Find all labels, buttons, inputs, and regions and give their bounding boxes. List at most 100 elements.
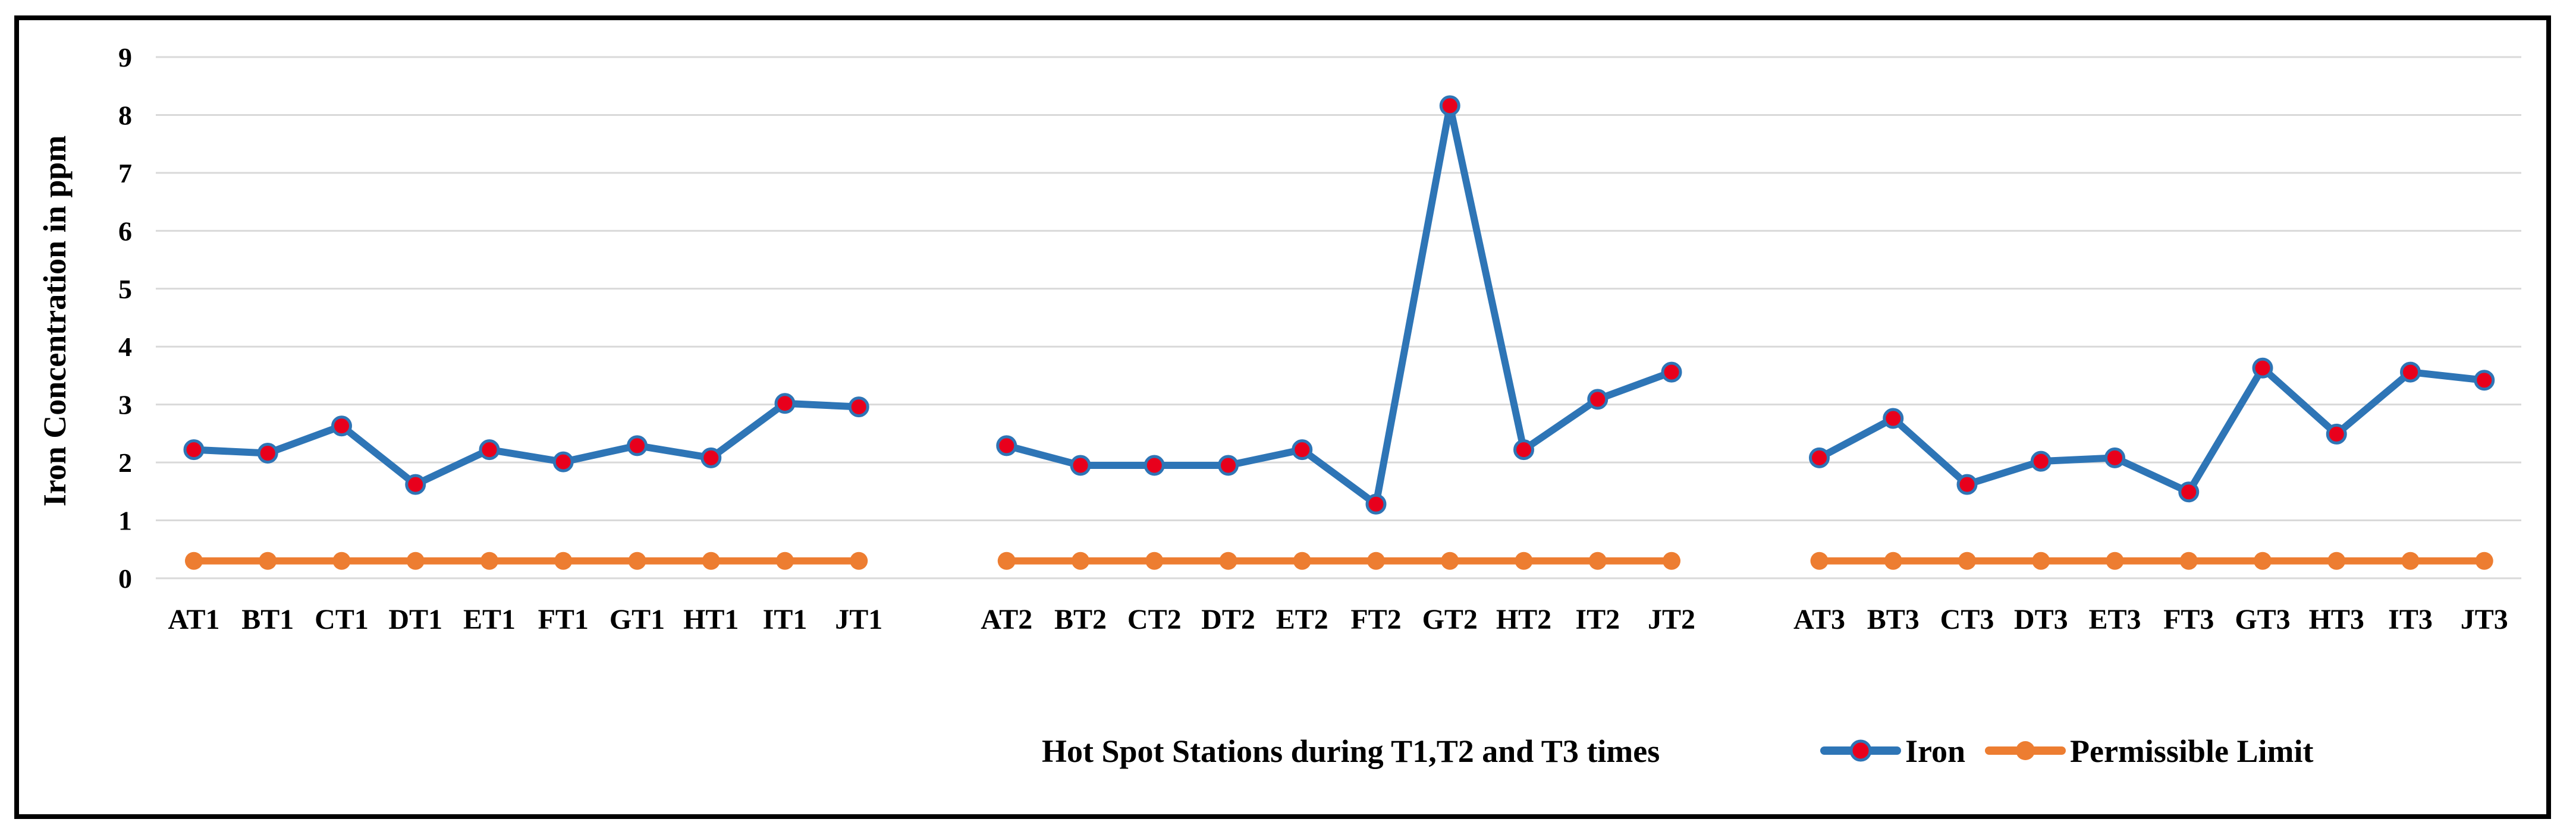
permissible-limit-point: [702, 552, 720, 570]
iron-point: [405, 474, 426, 495]
iron-series-line-group-1: [190, 399, 863, 489]
x-category-label: IT3: [2388, 604, 2433, 635]
x-category-label: AT3: [1793, 604, 1845, 635]
permissible-limit-point: [776, 552, 794, 570]
permissible-limit-point: [2179, 552, 2198, 570]
x-category-label: DT1: [388, 604, 442, 635]
permissible-limit-point: [480, 552, 498, 570]
permissible-limit-point: [1810, 552, 1829, 570]
x-category-label: AT1: [168, 604, 219, 635]
permissible-limit-point: [2254, 552, 2272, 570]
iron-point: [2030, 450, 2052, 472]
permissible-limit-point: [2327, 552, 2346, 570]
y-tick-label: 2: [118, 448, 132, 478]
iron-point: [257, 443, 278, 464]
x-category-label: IT1: [763, 604, 808, 635]
iron-point: [1661, 361, 1682, 383]
iron-point: [1292, 439, 1313, 461]
iron-series-line-group-3: [1815, 364, 2488, 496]
x-category-label: JT3: [2461, 604, 2508, 635]
x-category-label: HT2: [1496, 604, 1551, 635]
permissible-limit-point: [1367, 552, 1385, 570]
iron-point: [183, 439, 205, 461]
permissible-limit-point: [1958, 552, 1976, 570]
iron-point: [1144, 455, 1165, 476]
x-category-label: FT3: [2163, 604, 2214, 635]
iron-point: [479, 439, 500, 461]
iron-point: [1883, 408, 1904, 429]
iron-point: [848, 396, 869, 418]
iron-point: [1809, 447, 1830, 468]
legend-permissible-limit-marker: [2016, 741, 2035, 760]
permissible-limit-point: [1072, 552, 1089, 570]
iron-point: [2104, 447, 2125, 468]
x-category-label: DT2: [1201, 604, 1255, 635]
x-category-label: GT2: [1422, 604, 1478, 635]
permissible-limit-point: [554, 552, 573, 570]
permissible-limit-point: [259, 552, 277, 570]
permissible-limit-point: [2401, 552, 2420, 570]
legend-item-permissible-limit: Permissible Limit: [1985, 733, 2313, 769]
iron-point: [1365, 493, 1387, 515]
x-category-label: GT1: [610, 604, 665, 635]
iron-point: [700, 447, 722, 468]
x-category-label: FT1: [538, 604, 589, 635]
series-layer: [183, 95, 2495, 570]
permissible-limit-point: [850, 552, 868, 570]
x-category-label: ET1: [463, 604, 516, 635]
y-tick-label: 5: [118, 274, 132, 304]
iron-point: [2400, 361, 2421, 383]
x-category-label: CT1: [315, 604, 369, 635]
y-tick-label: 4: [118, 332, 132, 362]
iron-point: [1513, 439, 1534, 461]
permissible-limit-point: [1219, 552, 1237, 570]
x-axis-category-labels: AT1 BT1 CT1 DT1 ET1 FT1 GT1 HT1 IT1 JT1 AT2 BT2 CT2 D…: [168, 604, 2508, 635]
iron-point: [627, 435, 648, 456]
y-tick-label: 3: [118, 390, 132, 420]
permissible-limit-point: [997, 552, 1016, 570]
permissible-limit-point: [332, 552, 351, 570]
iron-point: [1587, 389, 1609, 410]
permissible-limit-point: [1145, 552, 1164, 570]
x-category-label: AT2: [981, 604, 1032, 635]
x-category-label: JT2: [1648, 604, 1695, 635]
iron-point: [2252, 357, 2273, 379]
permissible-limit-point: [1884, 552, 1902, 570]
x-category-label: HT3: [2309, 604, 2364, 635]
x-category-label: JT1: [835, 604, 882, 635]
x-category-label: FT2: [1350, 604, 1401, 635]
x-category-label: BT1: [241, 604, 294, 635]
iron-point: [2474, 370, 2495, 391]
iron-point: [1218, 455, 1239, 476]
x-category-label: CT2: [1127, 604, 1182, 635]
iron-point: [996, 435, 1017, 456]
x-category-label: DT3: [2014, 604, 2068, 635]
iron-point: [331, 415, 352, 437]
x-category-label: IT2: [1575, 604, 1620, 635]
x-category-label: CT3: [1940, 604, 1994, 635]
iron-point: [552, 451, 574, 472]
x-category-label: ET2: [1276, 604, 1328, 635]
iron-point: [774, 393, 796, 414]
x-category-label: BT2: [1054, 604, 1107, 635]
y-tick-label: 7: [118, 158, 132, 188]
permissible-limit-point: [1441, 552, 1459, 570]
iron-point: [2326, 423, 2347, 445]
iron-point: [2178, 481, 2200, 503]
permissible-limit-point: [2475, 552, 2493, 570]
permissible-limit-point: [628, 552, 646, 570]
permissible-limit-point: [406, 552, 425, 570]
permissible-limit-point: [1663, 552, 1680, 570]
x-category-label: HT1: [683, 604, 739, 635]
y-axis-title: Iron Concentration in ppm: [37, 136, 73, 507]
gridlines: [156, 56, 2521, 579]
y-tick-label: 6: [118, 216, 132, 246]
legend-item-iron: Iron: [1820, 733, 1965, 769]
legend-iron-marker: [1849, 739, 1872, 762]
legend: Iron Permissible Limit: [1820, 733, 2313, 769]
iron-point: [1070, 455, 1091, 476]
x-category-label: ET3: [2088, 604, 2141, 635]
y-tick-label: 9: [118, 42, 132, 73]
x-category-label: BT3: [1867, 604, 1920, 635]
